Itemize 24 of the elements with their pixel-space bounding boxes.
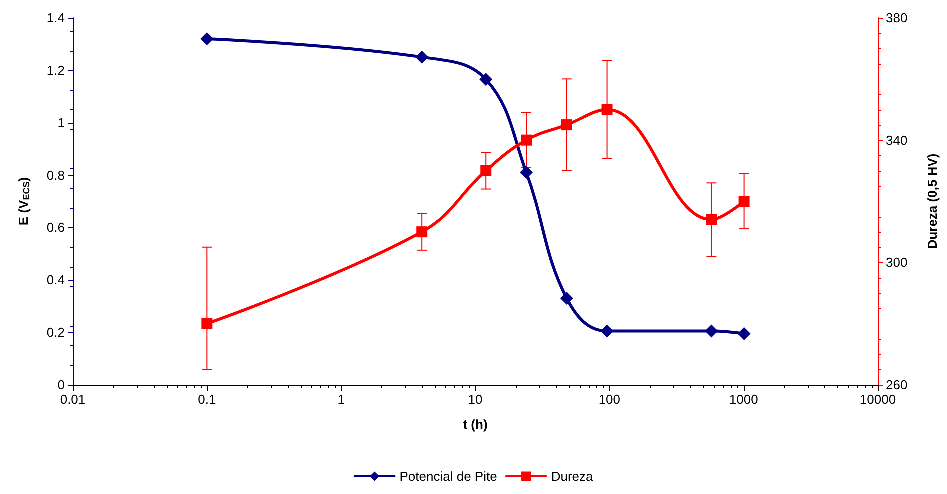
- y-tick-label: 0.8: [46, 168, 65, 183]
- y2-tick-label: 340: [886, 132, 908, 148]
- x-tick-label: 10000: [860, 392, 896, 407]
- y-tick-label: 1: [58, 115, 65, 130]
- y-tick-label: 1.2: [46, 62, 65, 78]
- y2-tick-label: 380: [886, 10, 908, 26]
- y-tick-label: 0.4: [46, 272, 65, 288]
- legend-label: Potencial de Pite: [400, 469, 498, 484]
- y-tick-label: 1.4: [46, 10, 65, 26]
- x-axis-title: t (h): [463, 417, 488, 432]
- y2-tick-label: 260: [886, 378, 908, 392]
- legend-label: Dureza: [551, 469, 594, 484]
- x-tick-label: 100: [598, 392, 621, 407]
- x-tick-label: 0.1: [198, 392, 216, 407]
- y2-axis-title: Dureza (0,5 HV): [925, 154, 940, 250]
- x-tick-label: 1000: [729, 392, 758, 407]
- y-axis-title: E (VECS): [16, 177, 32, 226]
- x-tick-label: 1: [338, 392, 345, 407]
- y-tick-label: 0.2: [46, 325, 65, 340]
- y2-tick-label: 300: [886, 255, 908, 270]
- y-tick-label: 0: [58, 378, 65, 392]
- x-tick-label: 10: [468, 392, 483, 407]
- x-tick-label: 0.01: [60, 392, 86, 407]
- y-tick-label: 0.6: [46, 220, 65, 236]
